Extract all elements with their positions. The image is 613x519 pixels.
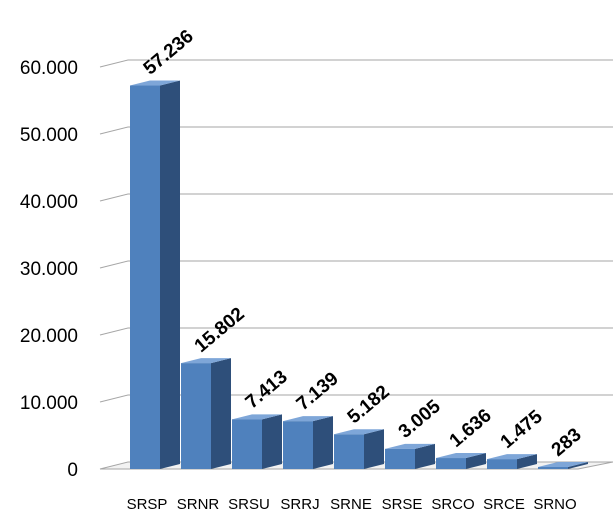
x-category-label: SRNR [177,496,220,513]
bar-top [487,454,537,460]
bar-side [466,453,486,469]
bar-front [436,458,466,469]
x-category-label: SRCO [431,496,474,513]
bar [538,462,588,469]
bar-front [487,459,517,469]
data-label: 3.005 [395,396,445,443]
bar-side [313,416,333,469]
gridline [99,59,613,68]
x-category-label: SRSU [228,496,270,513]
bar-top [334,429,384,435]
bar [334,429,384,469]
bar-top [538,462,588,467]
bar [283,416,333,469]
x-category-label: SRCE [483,496,525,513]
bar-side [160,80,180,469]
data-label: 7.139 [293,368,343,415]
bar-top [283,416,333,422]
bar [487,454,537,469]
x-category-label: SRNE [330,496,372,513]
y-tick-label: 30.000 [20,259,78,280]
y-axis-ticks: 0 10.000 20.000 30.000 40.000 50.000 60.000 [20,58,78,481]
bar-top [385,443,435,449]
bar [436,453,486,469]
x-category-label: SRSE [382,496,423,513]
bar-front [181,363,211,469]
bars [130,80,588,469]
gridline [99,327,613,336]
x-category-label: SRNO [533,496,576,513]
bar-front [538,467,568,469]
bar-top [181,358,231,364]
bar-side [517,454,537,469]
data-label: 1.636 [446,405,496,452]
bar-front [385,448,415,469]
bar [181,358,231,469]
y-tick-label: 50.000 [20,125,78,146]
gridline [99,193,613,202]
bar [130,80,180,469]
x-axis-categories: SRSP SRNR SRSU SRRJ SRNE SRSE SRCO SRCE SRNO [127,496,577,513]
y-tick-label: 60.000 [20,58,78,79]
gridline [99,260,613,269]
y-tick-label: 20.000 [20,326,78,347]
y-tick-label: 10.000 [20,393,78,414]
bar [385,443,435,469]
bar-front [283,421,313,469]
gridline [99,394,613,403]
bar-side [262,414,282,469]
bar-side [211,358,231,469]
bar-front [130,85,160,469]
bar-side [415,443,435,469]
data-label: 15.802 [191,304,249,357]
x-category-label: SRRJ [280,496,319,513]
bar [232,414,282,469]
data-label: 57.236 [140,26,198,79]
bar-side [568,462,588,469]
bar-top [130,80,180,86]
data-label: 7.413 [242,367,292,414]
data-label: 5.182 [344,381,394,428]
gridline [99,126,613,135]
data-label: 283 [548,424,586,460]
bar-top [232,414,282,420]
y-tick-label: 0 [67,460,78,481]
x-category-label: SRSP [127,496,168,513]
data-label: 1.475 [497,406,547,453]
bar-side [364,429,384,469]
bar-top [436,453,486,459]
bar-front [334,434,364,469]
bar-front [232,419,262,469]
y-tick-label: 40.000 [20,192,78,213]
